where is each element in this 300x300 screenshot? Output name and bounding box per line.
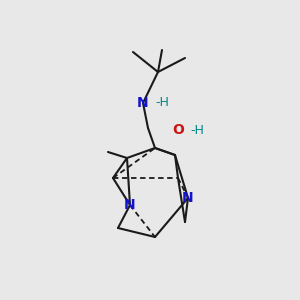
Text: O: O	[172, 123, 184, 137]
Text: N: N	[137, 96, 149, 110]
Text: -H: -H	[190, 124, 204, 136]
Text: -H: -H	[155, 97, 169, 110]
Text: N: N	[182, 191, 194, 205]
Text: N: N	[124, 198, 136, 212]
